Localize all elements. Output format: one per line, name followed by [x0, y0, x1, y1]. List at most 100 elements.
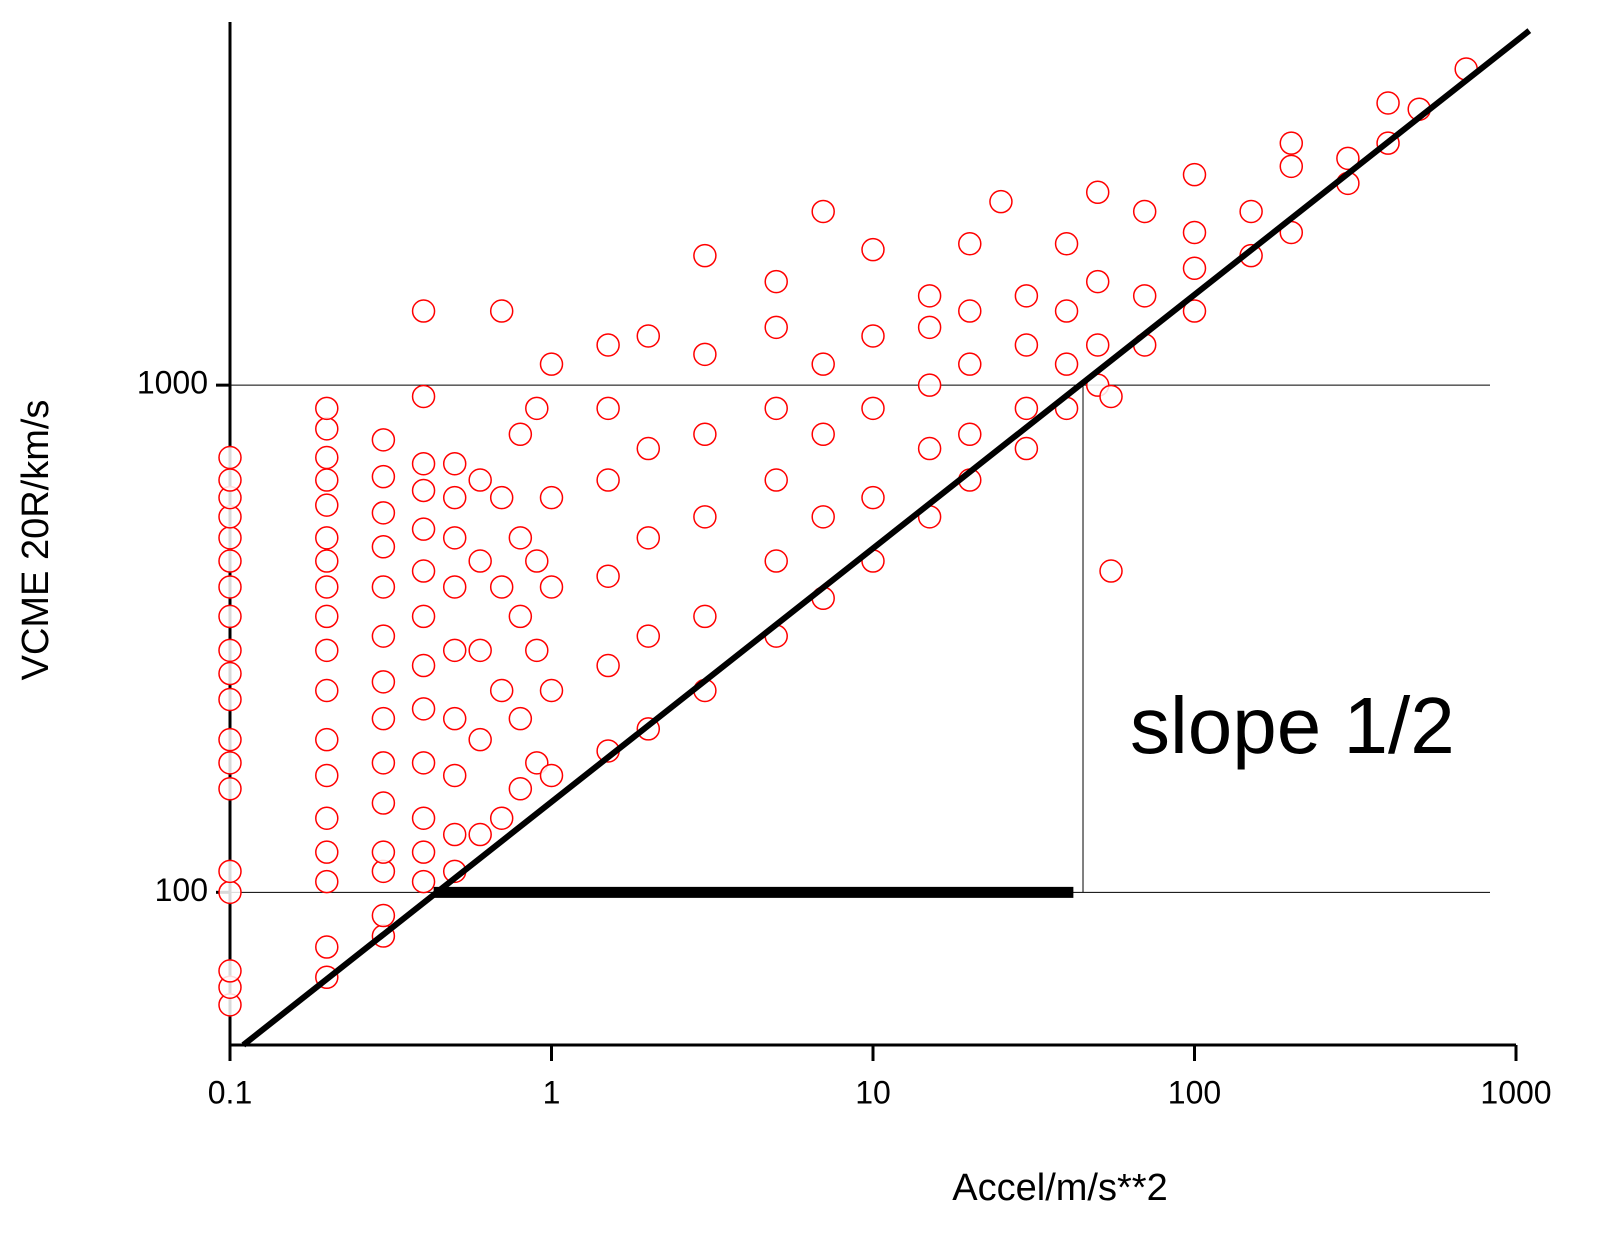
point [442, 526, 467, 550]
x-tick-label: 1000 [1480, 1074, 1551, 1110]
point [636, 526, 661, 550]
point [442, 451, 467, 476]
y-tick-label: 1000 [137, 365, 208, 401]
x-tick-label: 1 [543, 1074, 561, 1110]
point [411, 384, 436, 409]
point [371, 903, 396, 928]
point [468, 549, 492, 573]
point [1279, 131, 1304, 155]
point [958, 352, 982, 376]
point [315, 678, 339, 703]
point [1376, 91, 1400, 115]
point [596, 333, 620, 357]
point [1014, 333, 1039, 357]
point [411, 751, 436, 775]
point [315, 575, 339, 599]
point [411, 869, 436, 894]
point [764, 315, 788, 340]
point [539, 485, 564, 510]
point [508, 604, 533, 629]
point [371, 670, 396, 694]
point [218, 777, 242, 801]
point [411, 653, 436, 678]
point [636, 436, 661, 461]
point [489, 575, 514, 599]
point [315, 493, 339, 517]
point [1085, 269, 1110, 294]
point [411, 840, 436, 864]
point [315, 468, 339, 492]
point [218, 661, 242, 686]
point [315, 417, 339, 441]
point [693, 243, 717, 268]
point [315, 445, 339, 470]
point [411, 559, 436, 583]
point [442, 763, 467, 788]
point [371, 428, 396, 452]
point [1239, 199, 1263, 224]
point [468, 727, 492, 752]
point [218, 859, 242, 884]
point [596, 468, 620, 492]
point [1014, 284, 1039, 308]
point [371, 464, 396, 489]
point [315, 638, 339, 663]
point [636, 624, 661, 648]
point [411, 299, 436, 323]
point [764, 549, 788, 573]
y-axis-label: VCME 20R/km/s [15, 400, 57, 681]
point [958, 299, 982, 323]
point [218, 549, 242, 573]
point [861, 485, 885, 510]
point [371, 624, 396, 648]
point [861, 396, 885, 421]
point [958, 232, 982, 256]
point [1085, 180, 1110, 205]
point [468, 638, 492, 663]
point [218, 604, 242, 629]
point [861, 237, 885, 262]
point [489, 299, 514, 323]
point [315, 935, 339, 959]
point [693, 604, 717, 629]
point [917, 315, 942, 340]
point [218, 638, 242, 663]
point [371, 535, 396, 559]
point [1099, 559, 1123, 583]
point [315, 604, 339, 629]
point [411, 697, 436, 721]
point [811, 199, 835, 224]
point [525, 549, 549, 573]
point [508, 777, 533, 801]
point [539, 575, 564, 599]
point [371, 840, 396, 864]
point [218, 727, 242, 752]
point [442, 575, 467, 599]
point [411, 517, 436, 541]
point [693, 422, 717, 447]
point [411, 604, 436, 629]
point [1336, 146, 1360, 171]
point [468, 468, 492, 492]
point [508, 706, 533, 731]
point [315, 526, 339, 550]
point [1182, 162, 1207, 187]
point [525, 396, 549, 421]
point [1132, 284, 1157, 308]
point [1132, 199, 1157, 224]
point [411, 451, 436, 476]
point [508, 422, 533, 447]
point [1182, 256, 1207, 281]
point [218, 445, 242, 470]
point [218, 468, 242, 492]
point [371, 501, 396, 525]
point [596, 396, 620, 421]
point [539, 763, 564, 788]
point [218, 880, 242, 905]
point [958, 422, 982, 447]
point [1099, 384, 1123, 409]
point [315, 840, 339, 864]
point [218, 687, 242, 712]
point [411, 806, 436, 830]
